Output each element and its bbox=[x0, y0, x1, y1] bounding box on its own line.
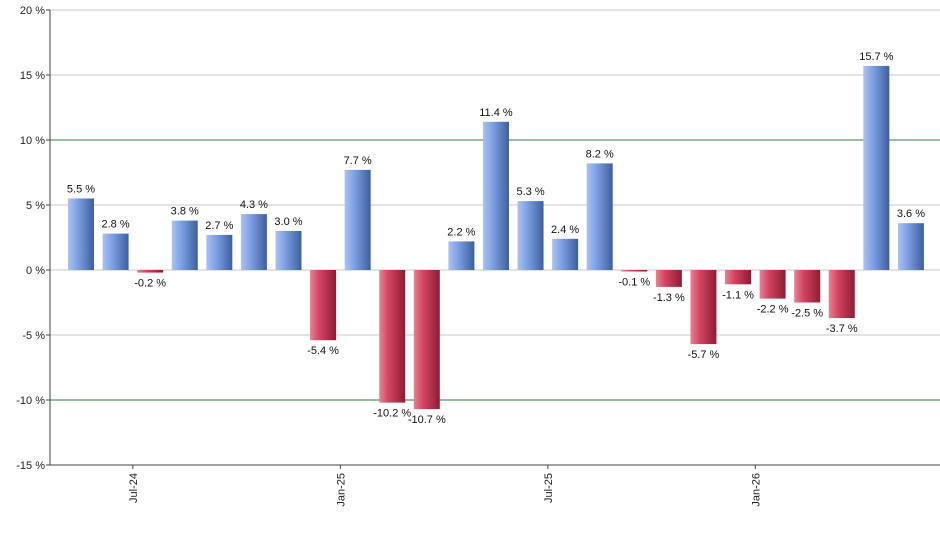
bar bbox=[552, 238, 579, 270]
bar bbox=[655, 270, 682, 287]
data-label: 5.3 % bbox=[516, 186, 544, 198]
bar bbox=[240, 214, 267, 270]
data-label: 3.8 % bbox=[171, 206, 199, 218]
y-tick-label: 20 % bbox=[20, 5, 45, 17]
data-label: 7.7 % bbox=[344, 155, 372, 167]
x-tick-label: Jan-26 bbox=[750, 473, 762, 507]
data-label: -10.2 % bbox=[373, 408, 411, 420]
x-tick-label: Jul-24 bbox=[128, 473, 140, 503]
y-tick-label: -10 % bbox=[16, 395, 45, 407]
data-labels: 5.5 % 2.8 % -0.2 % 3.8 % 2.7 % 4.3 % 3.0 % -5.4… bbox=[67, 51, 925, 426]
x-tick-label: Jan-25 bbox=[335, 473, 347, 507]
data-label: 11.4 % bbox=[479, 107, 513, 119]
bar bbox=[482, 121, 509, 270]
data-label: -0.2 % bbox=[134, 278, 166, 290]
bar bbox=[102, 233, 129, 270]
bar bbox=[828, 270, 855, 319]
bar bbox=[517, 201, 544, 270]
bar bbox=[137, 270, 164, 273]
data-label: 3.0 % bbox=[274, 216, 302, 228]
bar bbox=[725, 270, 752, 285]
data-label: 2.7 % bbox=[205, 220, 233, 232]
data-label: -5.7 % bbox=[688, 349, 720, 361]
y-tick-label: 5 % bbox=[26, 200, 45, 212]
axes bbox=[46, 9, 940, 469]
y-tick-label: 0 % bbox=[26, 265, 45, 277]
bar bbox=[413, 270, 440, 410]
data-label: -2.2 % bbox=[757, 304, 789, 316]
y-tick-label: -15 % bbox=[16, 460, 45, 472]
y-tick-label: 15 % bbox=[20, 70, 45, 82]
y-tick-labels: -15 % -10 % -5 % 0 % 5 % 10 % 15 % 20 % bbox=[16, 5, 45, 472]
data-label: 2.8 % bbox=[102, 219, 130, 231]
bar bbox=[171, 220, 198, 270]
bar bbox=[690, 270, 717, 345]
data-label: -10.7 % bbox=[408, 414, 446, 426]
bar bbox=[379, 270, 406, 403]
bars bbox=[68, 65, 924, 410]
bar bbox=[275, 231, 302, 270]
data-label: -5.4 % bbox=[307, 345, 339, 357]
data-label: 4.3 % bbox=[240, 199, 268, 211]
bar bbox=[794, 270, 821, 303]
data-label: -1.3 % bbox=[653, 292, 685, 304]
data-label: -3.7 % bbox=[826, 323, 858, 335]
data-label: -1.1 % bbox=[722, 289, 754, 301]
x-tick-labels: Jul-24 Jan-25 Jul-25 Jan-26 bbox=[128, 473, 762, 507]
data-label: 15.7 % bbox=[859, 51, 893, 63]
bar bbox=[621, 270, 648, 272]
bar bbox=[448, 241, 475, 270]
data-label: -0.1 % bbox=[618, 276, 650, 288]
data-label: -2.5 % bbox=[791, 308, 823, 320]
bar bbox=[206, 234, 233, 270]
data-label: 5.5 % bbox=[67, 184, 95, 196]
data-label: 2.2 % bbox=[447, 226, 475, 238]
bar bbox=[586, 163, 613, 270]
bar bbox=[897, 223, 924, 270]
y-tick-label: -5 % bbox=[22, 330, 45, 342]
bar bbox=[863, 65, 890, 271]
data-label: 2.4 % bbox=[551, 224, 579, 236]
data-label: 8.2 % bbox=[586, 148, 614, 160]
bar bbox=[68, 198, 94, 270]
x-tick-label: Jul-25 bbox=[543, 473, 555, 503]
data-label: 3.6 % bbox=[897, 208, 925, 220]
bar bbox=[344, 169, 371, 270]
bar bbox=[310, 270, 337, 341]
y-tick-label: 10 % bbox=[20, 135, 45, 147]
bar bbox=[759, 270, 786, 299]
